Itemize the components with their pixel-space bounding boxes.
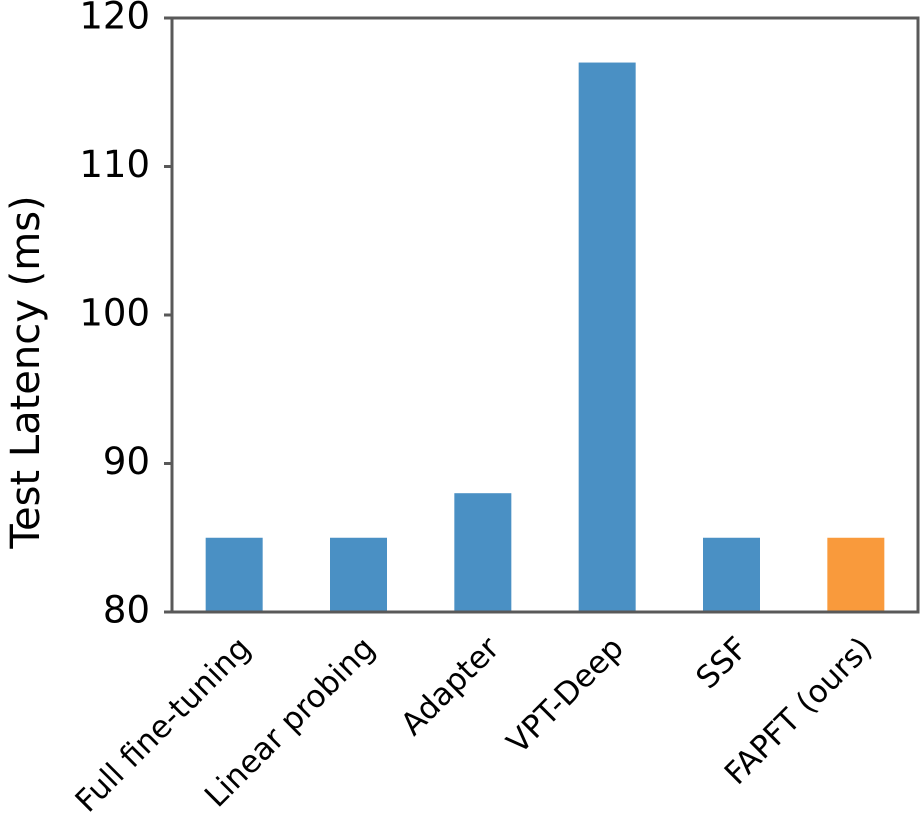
y-tick-label: 120: [79, 0, 150, 38]
y-tick-label: 100: [79, 292, 150, 335]
bar: [205, 537, 263, 612]
plot-frame: [170, 16, 920, 614]
x-tick-label: Adapter: [394, 630, 507, 743]
x-tick-label: SSF: [689, 630, 755, 696]
bar: [454, 493, 512, 612]
x-tick-label: VPT-Deep: [500, 630, 631, 761]
bar: [330, 537, 387, 612]
bar: [703, 537, 760, 612]
y-tick-label: 80: [103, 589, 150, 632]
bar: [827, 537, 885, 612]
y-axis-label: Test Latency (ms): [3, 195, 49, 549]
y-tick-label: 110: [79, 143, 150, 186]
bar: [578, 62, 636, 613]
y-tick-label: 90: [103, 440, 150, 483]
